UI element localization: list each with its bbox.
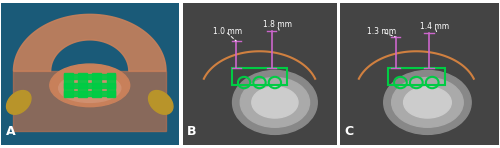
Bar <box>92 73 102 97</box>
Text: 1.3 mm: 1.3 mm <box>367 27 396 36</box>
Bar <box>232 68 287 85</box>
Text: 1.4 mm: 1.4 mm <box>420 22 448 30</box>
Ellipse shape <box>58 74 121 102</box>
Bar <box>64 73 73 97</box>
Ellipse shape <box>404 87 452 118</box>
Text: B: B <box>187 125 196 138</box>
Text: C: C <box>345 125 354 138</box>
Text: 1.0 mm: 1.0 mm <box>214 27 242 36</box>
Bar <box>106 73 116 97</box>
Ellipse shape <box>232 70 318 134</box>
Polygon shape <box>14 14 166 71</box>
Ellipse shape <box>384 70 471 134</box>
Ellipse shape <box>252 87 298 118</box>
Text: 1.8 mm: 1.8 mm <box>262 20 292 29</box>
Bar <box>64 91 116 96</box>
Text: A: A <box>6 125 16 138</box>
Ellipse shape <box>50 64 130 107</box>
Bar <box>388 68 445 85</box>
Bar <box>64 83 116 88</box>
Ellipse shape <box>148 91 173 114</box>
Bar <box>78 73 87 97</box>
Ellipse shape <box>240 78 310 127</box>
Ellipse shape <box>6 91 31 114</box>
Polygon shape <box>14 71 166 131</box>
Ellipse shape <box>392 78 463 127</box>
Bar <box>64 74 116 79</box>
